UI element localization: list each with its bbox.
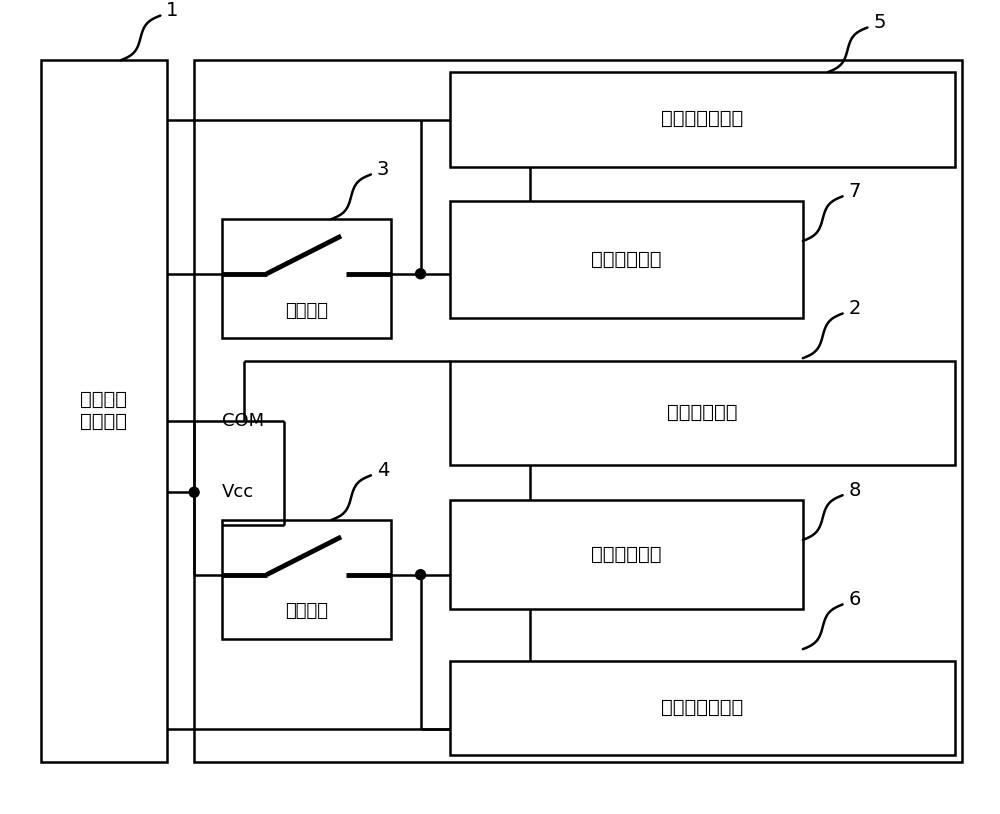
Text: 7: 7 [848, 182, 861, 201]
Text: 2: 2 [848, 299, 861, 318]
Bar [194, 60, 962, 763]
Bar [222, 520, 391, 639]
Text: 3: 3 [377, 160, 389, 179]
Bar [450, 500, 803, 610]
Text: 微处理器电路: 微处理器电路 [667, 403, 738, 422]
Text: 第零光电收发器: 第零光电收发器 [661, 109, 744, 129]
Bar [41, 60, 167, 763]
Text: 第壹开关: 第壹开关 [285, 602, 328, 620]
Bar [450, 201, 803, 318]
Text: 第零开关: 第零开关 [285, 301, 328, 320]
Text: 第壹监测电路: 第壹监测电路 [591, 545, 661, 564]
Text: COM: COM [222, 412, 264, 430]
Text: 可插拔电
接口电路: 可插拔电 接口电路 [80, 391, 127, 431]
Bar [450, 361, 955, 466]
Text: Vcc: Vcc [222, 484, 254, 501]
Text: 4: 4 [377, 461, 389, 480]
Bar [450, 661, 955, 755]
Circle shape [189, 488, 199, 497]
Text: 5: 5 [873, 13, 886, 32]
Text: 第零监测电路: 第零监测电路 [591, 251, 661, 269]
Circle shape [416, 269, 426, 278]
Text: 第壹光电收发器: 第壹光电收发器 [661, 698, 744, 717]
Text: 6: 6 [848, 590, 861, 609]
Circle shape [416, 570, 426, 580]
Bar [450, 72, 955, 167]
Text: 8: 8 [848, 481, 861, 500]
Bar [222, 219, 391, 339]
Text: 1: 1 [166, 1, 178, 20]
